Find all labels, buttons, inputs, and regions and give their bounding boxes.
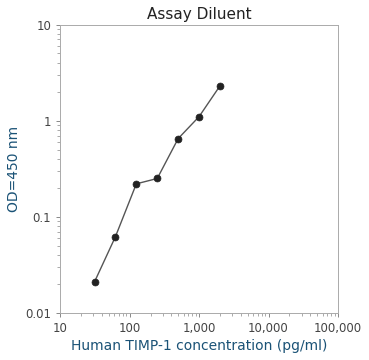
X-axis label: Human TIMP-1 concentration (pg/ml): Human TIMP-1 concentration (pg/ml) bbox=[71, 339, 327, 353]
Y-axis label: OD=450 nm: OD=450 nm bbox=[7, 126, 21, 212]
Title: Assay Diluent: Assay Diluent bbox=[147, 7, 251, 22]
